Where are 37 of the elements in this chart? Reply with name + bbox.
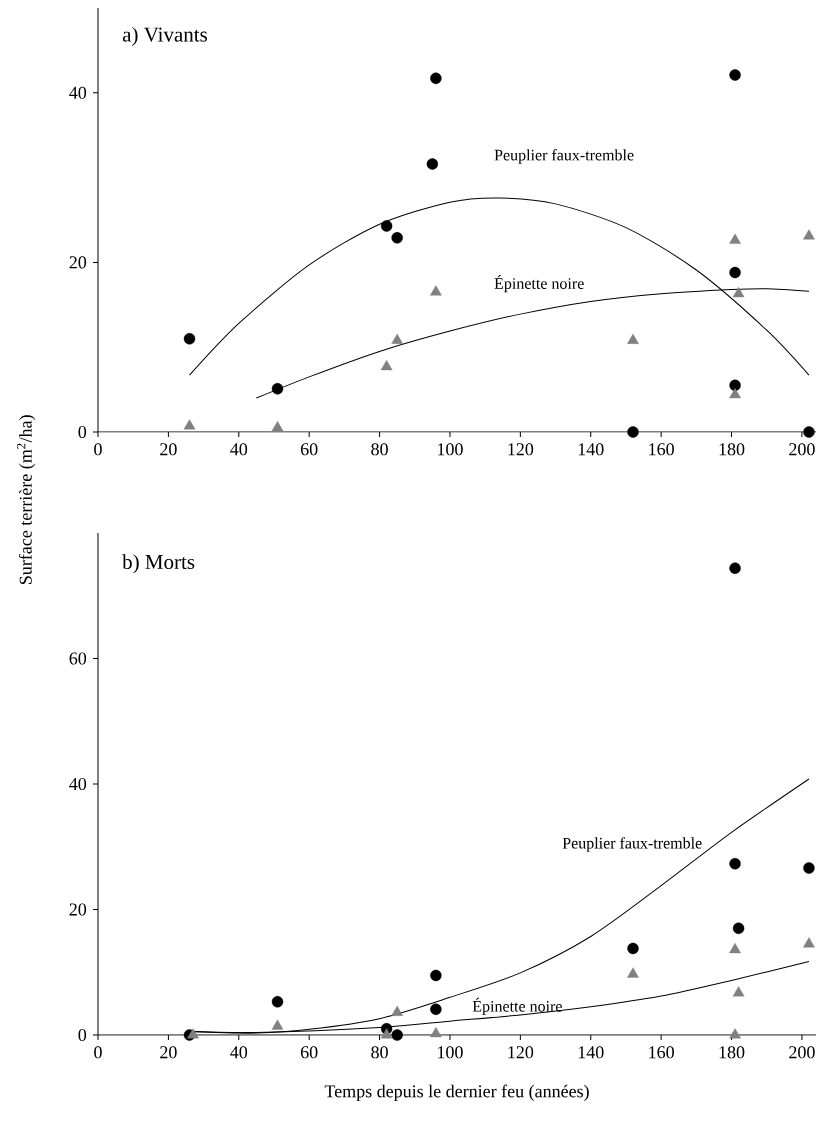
x-tick-label: 20	[160, 443, 177, 456]
series-label: Peuplier faux-tremble	[562, 837, 702, 852]
x-tick-label: 20	[160, 1046, 177, 1059]
x-tick-label: 100	[438, 1046, 463, 1059]
y-tick-label: 40	[69, 777, 87, 791]
text: b) Morts	[122, 554, 195, 574]
x-tick-label: 0	[94, 1046, 102, 1059]
x-tick-label: 80	[371, 1046, 388, 1059]
y-tick-label: 20	[69, 903, 87, 916]
y-tick-label: 60	[69, 652, 87, 665]
x-tick-label: 0	[94, 443, 102, 456]
x-tick-label: 180	[719, 1046, 745, 1059]
x-tick-label: 140	[578, 443, 604, 456]
x-tick-label: 180	[719, 443, 745, 456]
y-tick-label: 0	[78, 425, 87, 439]
x-tick-label: 40	[230, 1046, 248, 1059]
x-tick-label: 40	[230, 443, 248, 456]
x-tick-label: 140	[578, 1046, 604, 1059]
series-label: Épinette noire	[494, 275, 584, 293]
y-tick-label: 40	[69, 86, 87, 99]
x-tick-label: 60	[300, 443, 318, 456]
x-tick-label: 160	[649, 443, 674, 456]
text: Peuplier faux-tremble	[494, 149, 634, 164]
x-tick-label: 200	[789, 443, 815, 456]
y-tick-label: 20	[69, 256, 87, 269]
y-tick-label: 0	[78, 1028, 87, 1042]
y-axis-title: Surface terrière (m$^{2}$/ha)	[16, 415, 36, 584]
text: a) Vivants	[122, 26, 208, 46]
x-axis-title: Temps depuis le dernier feu (années)	[324, 1084, 589, 1102]
x-tick-label: 200	[789, 1046, 815, 1059]
x-tick-label: 60	[300, 1046, 318, 1059]
x-tick-label: 80	[371, 443, 388, 456]
x-tick-label: 120	[508, 1046, 534, 1059]
series-label: Épinette noire	[472, 997, 562, 1015]
x-tick-label: 100	[438, 443, 463, 456]
x-tick-label: 120	[508, 443, 534, 456]
x-tick-label: 160	[649, 1046, 674, 1059]
